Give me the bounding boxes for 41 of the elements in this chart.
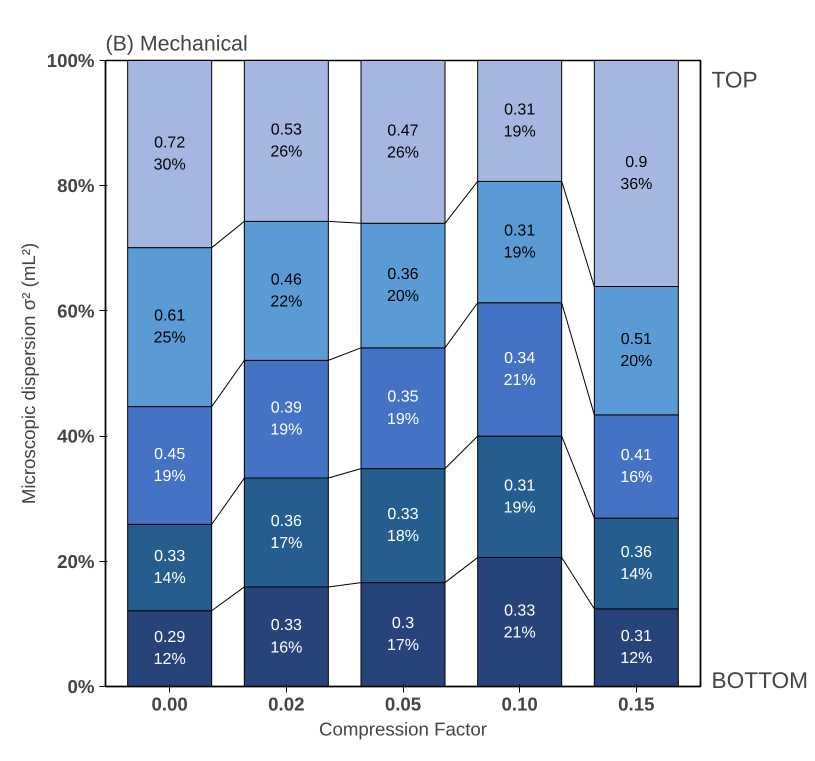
data-label: 0.72 30% [154,134,186,174]
data-label: 0.36 14% [620,544,652,584]
data-label: 0.31 19% [504,222,536,262]
data-label: 0.33 18% [386,506,420,546]
data-label: 0.31 19% [504,101,536,140]
x-tick-label: 0.02 [268,694,304,714]
data-label: 0.29 12% [154,629,186,668]
data-label: 0.41 16% [620,446,652,486]
data-label: 0.51 20% [620,331,652,370]
data-label: 0.36 17% [270,512,302,552]
y-tick-label: 20% [57,550,95,572]
data-label: 0.39 19% [270,400,302,439]
x-tick-label: 0.00 [152,694,188,714]
data-label: 0.46 22% [270,271,302,310]
x-tick-label: 0.10 [502,694,538,714]
data-label: 0.33 14% [154,548,186,588]
data-label: 0.53 26% [270,121,302,160]
data-label: 0.3 17% [386,614,420,654]
y-tick-label: 100% [46,50,95,71]
data-label: 0.47 26% [386,122,420,162]
y-tick-label: 0% [68,676,95,697]
data-label: 0.61 25% [154,308,186,347]
data-label: 0.36 20% [386,266,420,306]
chart-title: (B) Mechanical [106,32,248,56]
data-label: 0.45 19% [154,446,186,486]
text: BOTTOM [712,667,808,694]
x-tick-label: 0.05 [384,694,422,714]
x-axis-title: Compression Factor [319,718,487,740]
data-label: 0.33 21% [504,602,536,642]
data-label: 0.33 16% [270,617,302,656]
data-label: 0.31 19% [504,477,536,516]
data-label: 0.9 36% [620,154,652,194]
text: TOP [712,66,758,92]
data-label: 0.31 12% [620,628,652,668]
x-tick-label: 0.15 [618,694,654,714]
y-tick-label: 40% [57,426,95,447]
data-label: 0.34 21% [504,350,536,389]
y-tick-label: 60% [57,300,95,322]
y-tick-label: 80% [57,175,95,196]
data-label: 0.35 19% [386,388,420,428]
y-axis-title: Microscopic dispersion σ² (mL²) [18,242,39,504]
